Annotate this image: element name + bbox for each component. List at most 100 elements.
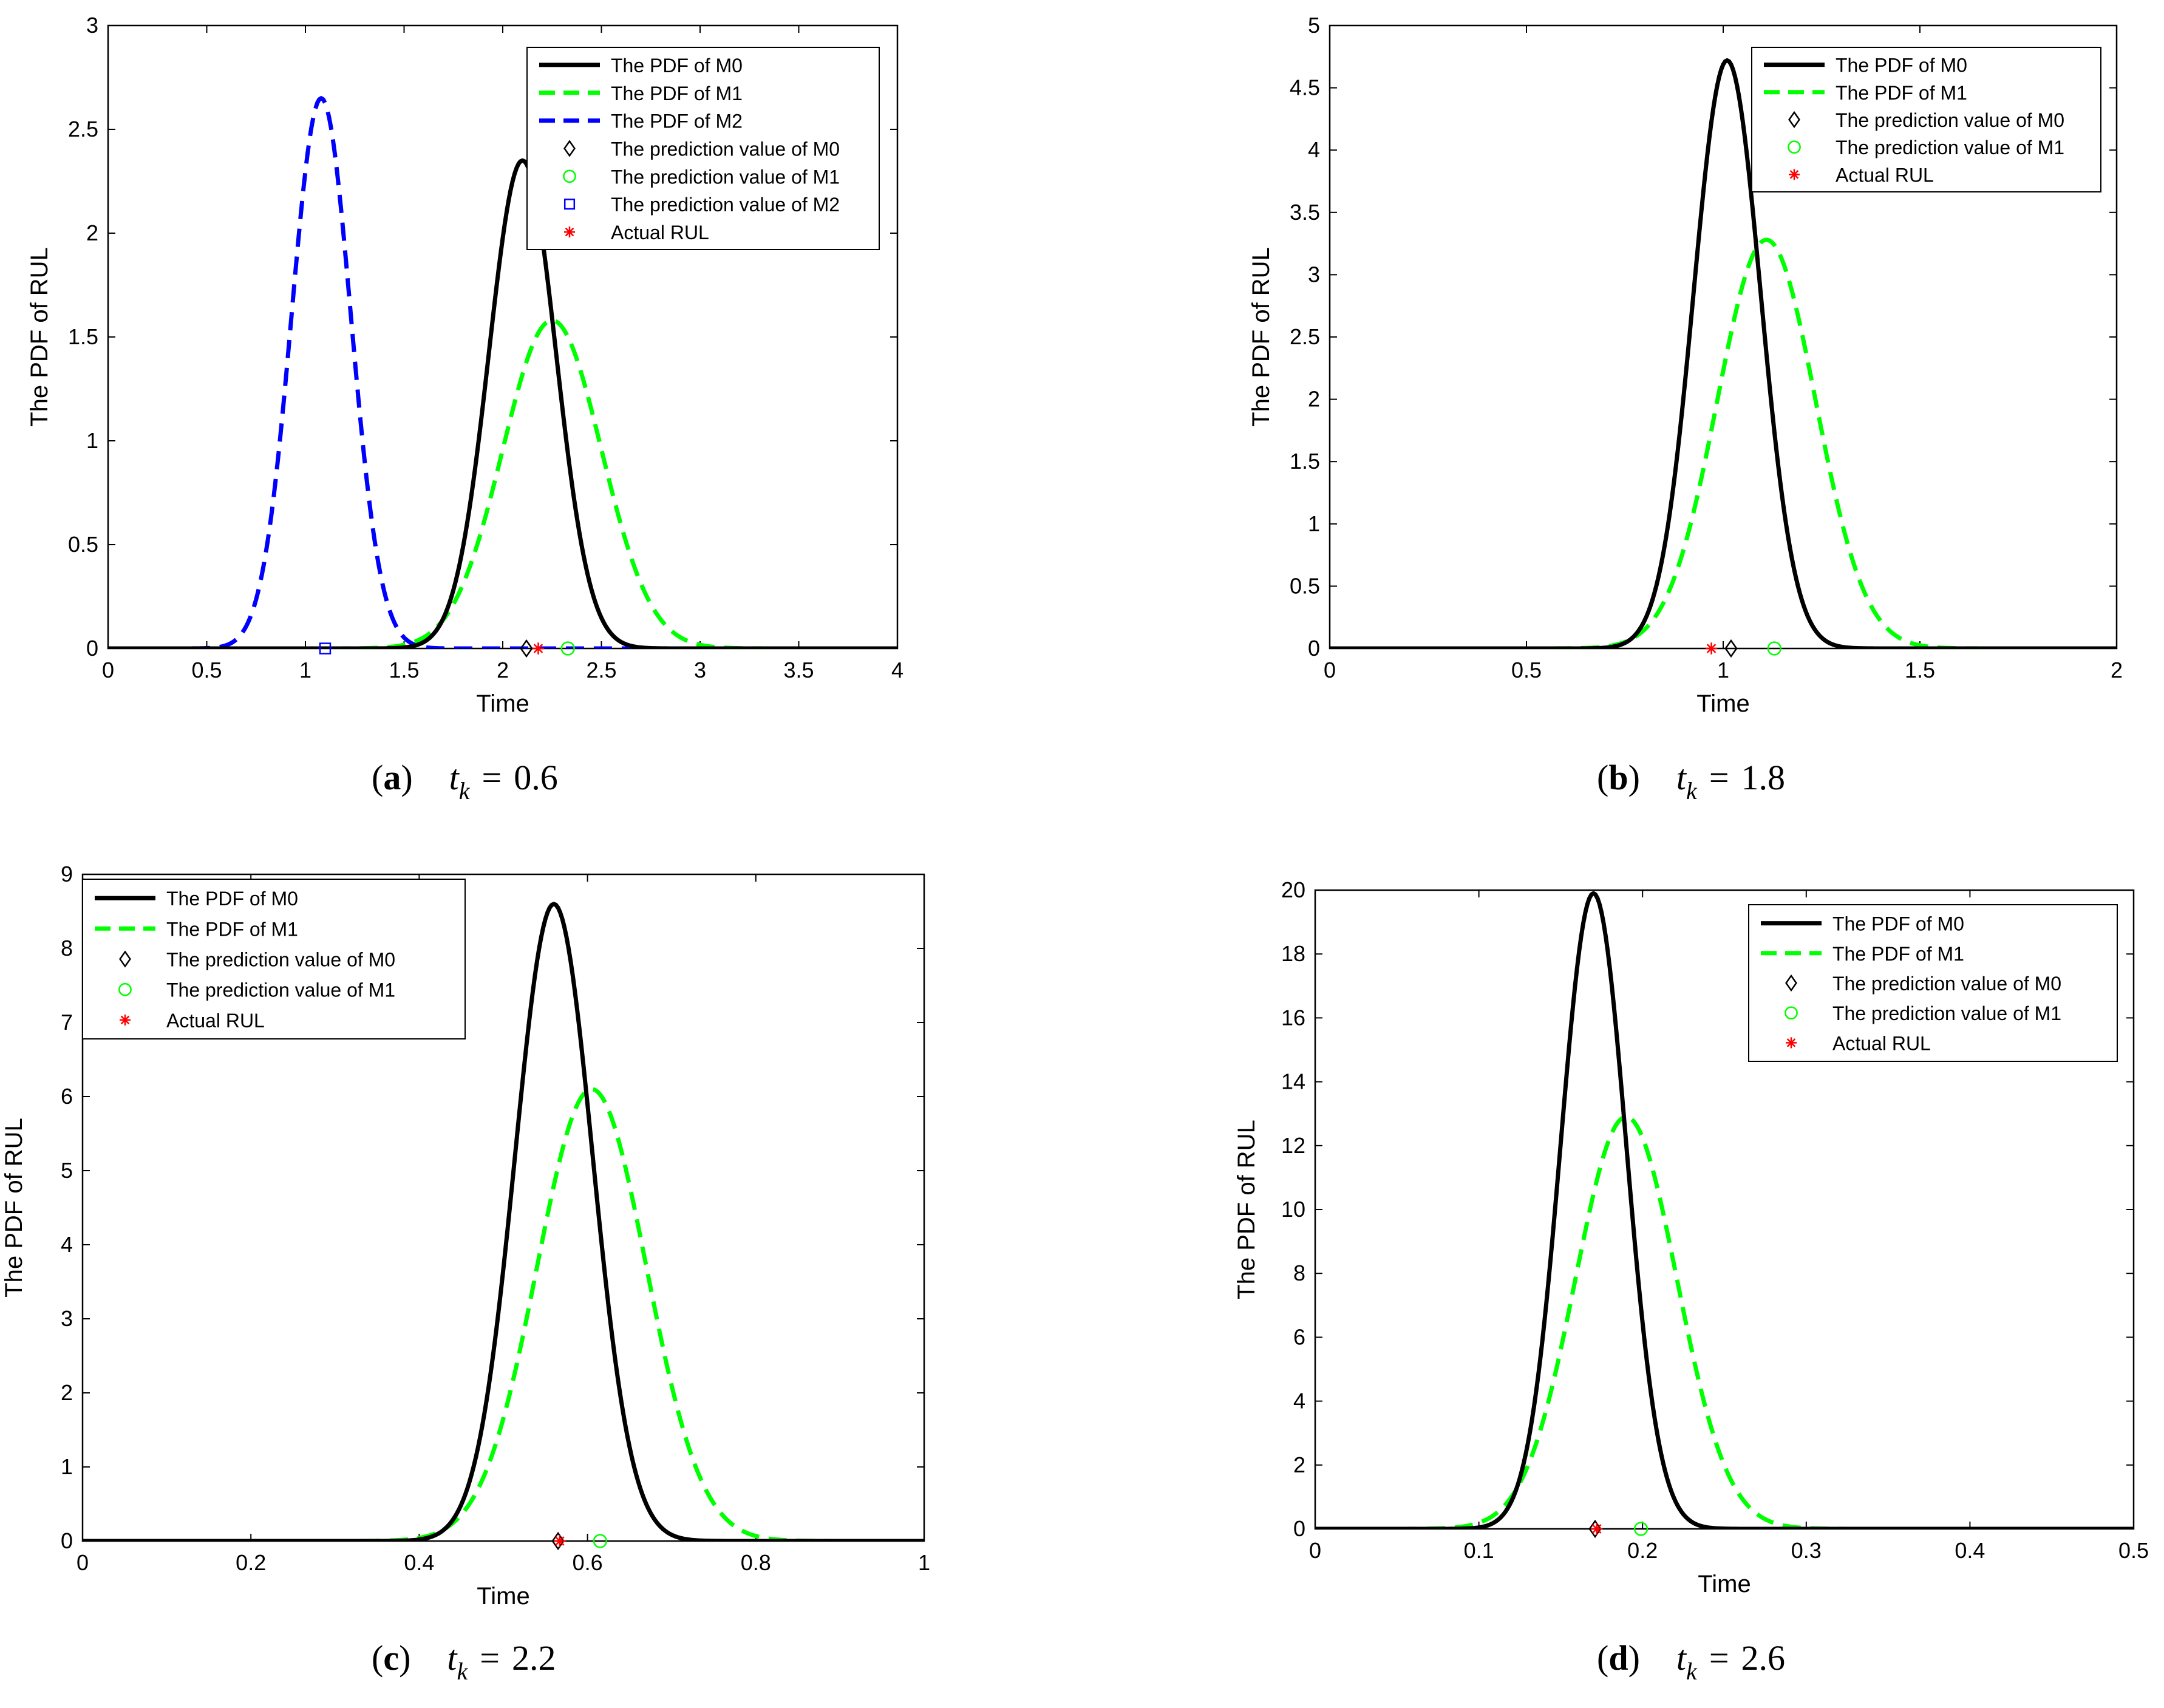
- legend-label: The PDF of M1: [1836, 82, 1967, 104]
- legend-label: The PDF of M2: [611, 111, 743, 132]
- legend-entry: The prediction value of M0: [1788, 109, 2064, 131]
- marker-the-prediction-value-of-m0: [520, 639, 533, 658]
- legend-label: The PDF of M0: [611, 55, 743, 77]
- y-tick-label: 0: [1293, 1516, 1305, 1541]
- y-tick-label: 2.5: [1290, 324, 1320, 349]
- legend-label: The prediction value of M1: [611, 166, 840, 188]
- legend-marker: [1788, 140, 1801, 154]
- legend: The PDF of M0 The PDF of M1 The PDF of M2 T…: [526, 47, 880, 250]
- y-tick-label: 3.5: [1290, 200, 1320, 225]
- marker-the-prediction-value-of-m0: [1724, 639, 1738, 658]
- x-tick-label: 2.5: [586, 658, 616, 682]
- y-tick-label: 8: [61, 936, 73, 961]
- legend-entry: The prediction value of M1: [1788, 137, 2064, 158]
- legend-label: Actual RUL: [166, 1010, 265, 1032]
- legend-entry: The PDF of M0: [95, 888, 298, 910]
- x-axis-label: Time: [477, 1583, 529, 1610]
- legend-label: The PDF of M0: [166, 888, 298, 910]
- legend-label: The PDF of M1: [166, 918, 298, 940]
- x-tick-label: 1: [918, 1550, 930, 1575]
- caption-letter: d: [1608, 1638, 1628, 1678]
- legend-label: The prediction value of M1: [1836, 137, 2064, 158]
- legend-marker: [1785, 974, 1797, 992]
- legend-entry: Actual RUL: [1786, 1032, 1931, 1054]
- legend-label: The prediction value of M0: [1836, 109, 2064, 131]
- y-tick-label: 4: [1308, 137, 1320, 162]
- legend-entry: The PDF of M1: [539, 83, 743, 104]
- legend-marker: [563, 199, 576, 210]
- legend-entry: The prediction value of M1: [1785, 1002, 2061, 1024]
- chart-panel-a: 0 0.5 1 1.5 2 2.5 3 3.5 4 0 0.5 1 1.5 2 2.5 3 Time The PD…: [26, 13, 903, 805]
- legend-label: The prediction value of M1: [1832, 1002, 2061, 1024]
- x-tick-label: 0.4: [1955, 1538, 1985, 1563]
- legend-entry: The PDF of M2: [539, 111, 743, 132]
- x-tick-label: 0.1: [1464, 1538, 1494, 1563]
- legend-marker: [563, 140, 576, 157]
- legend-box: [82, 879, 466, 1039]
- x-tick-label: 0.2: [236, 1550, 266, 1575]
- legend-marker: [1785, 1006, 1798, 1020]
- x-tick-label: 1: [299, 658, 311, 682]
- y-tick-label: 18: [1281, 941, 1305, 966]
- legend-label: Actual RUL: [1832, 1032, 1931, 1054]
- x-tick-label: 0: [77, 1550, 89, 1575]
- legend-box: [1748, 904, 2118, 1062]
- marker-the-prediction-value-of-m1: [1767, 641, 1781, 656]
- legend-label: Actual RUL: [611, 222, 709, 243]
- legend: The PDF of M0 The PDF of M1 The prediction…: [1748, 904, 2118, 1062]
- marker-the-prediction-value-of-m2: [319, 642, 332, 655]
- x-tick-label: 3.5: [783, 658, 814, 682]
- legend-marker: [563, 169, 576, 183]
- legend-marker: [564, 226, 575, 238]
- x-axis-label: Time: [1696, 690, 1749, 717]
- y-tick-label: 3: [61, 1306, 73, 1331]
- y-tick-label: 1.5: [1290, 449, 1320, 474]
- caption-tk-value: 2.2: [512, 1638, 556, 1678]
- y-tick-label: 0.5: [68, 532, 98, 557]
- y-tick-label: 14: [1281, 1069, 1305, 1094]
- legend-entry: Actual RUL: [564, 222, 709, 243]
- y-tick-label: 6: [1293, 1324, 1305, 1349]
- y-tick-label: 4.5: [1290, 75, 1320, 100]
- y-tick-label: 1: [61, 1454, 73, 1479]
- x-tick-label: 0.2: [1627, 1538, 1658, 1563]
- marker-the-prediction-value-of-m1: [560, 641, 575, 656]
- legend-entry: The prediction value of M2: [563, 194, 840, 216]
- x-tick-label: 4: [891, 658, 903, 682]
- chart-panel-c: 0 0.2 0.4 0.6 0.8 1 0 1 2 3 4 5 6 7 8 9 Time The PDF of R…: [1, 862, 930, 1685]
- legend: The PDF of M0 The PDF of M1 The prediction…: [1751, 47, 2101, 192]
- marker-actual-rul: [1705, 642, 1718, 655]
- x-tick-label: 0.3: [1791, 1538, 1822, 1563]
- y-tick-label: 3: [86, 13, 98, 38]
- legend-marker: [1786, 1037, 1797, 1049]
- y-tick-label: 7: [61, 1010, 73, 1035]
- series-group: [1315, 891, 2134, 1529]
- panel-caption: (a) tk = 0.6: [372, 758, 558, 805]
- x-tick-label: 1: [1717, 658, 1729, 682]
- legend-label: The prediction value of M0: [611, 138, 840, 160]
- y-tick-label: 6: [61, 1084, 73, 1109]
- x-tick-label: 1.5: [1905, 658, 1935, 682]
- y-tick-label: 9: [61, 862, 73, 886]
- y-tick-label: 1.5: [68, 324, 98, 349]
- x-tick-label: 0: [102, 658, 114, 682]
- legend-entry: The PDF of M0: [539, 55, 743, 77]
- y-axis-label: The PDF of RUL: [1233, 1120, 1260, 1299]
- x-tick-label: 0.4: [404, 1550, 434, 1575]
- legend-box: [526, 47, 880, 250]
- x-tick-label: 1.5: [389, 658, 419, 682]
- legend-entry: The PDF of M1: [95, 918, 298, 940]
- y-tick-label: 12: [1281, 1133, 1305, 1158]
- y-tick-label: 0: [1308, 636, 1320, 661]
- y-tick-label: 4: [61, 1232, 73, 1257]
- x-axis-label: Time: [476, 690, 529, 717]
- panel-caption: (d) tk = 2.6: [1597, 1638, 1785, 1685]
- legend-entry: The prediction value of M0: [1785, 973, 2061, 995]
- x-tick-label: 0.5: [2118, 1538, 2149, 1563]
- series-group: [1330, 58, 2117, 648]
- y-axis-label: The PDF of RUL: [1248, 247, 1274, 427]
- y-tick-label: 16: [1281, 1005, 1305, 1030]
- x-axis-label: Time: [1698, 1571, 1751, 1597]
- marker-the-prediction-value-of-m1: [1633, 1522, 1649, 1536]
